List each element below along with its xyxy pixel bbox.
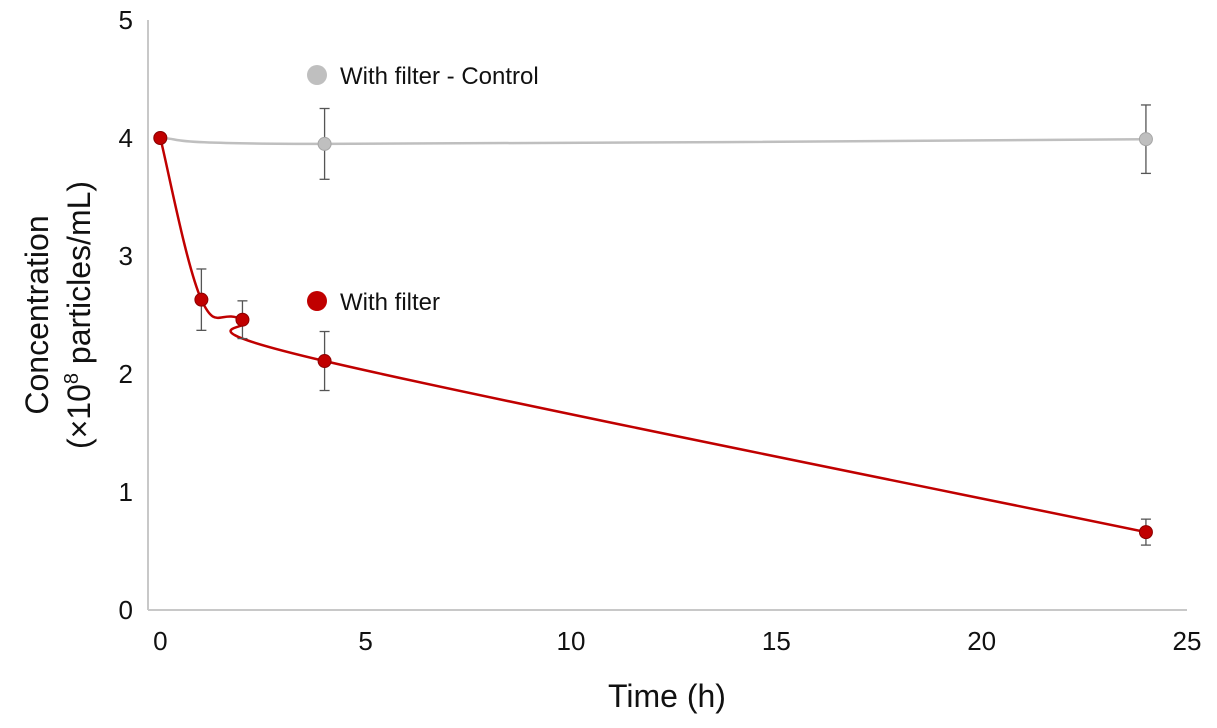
y-axis-title-prefix: (×10 (61, 384, 97, 449)
y-tick-label: 3 (119, 241, 133, 271)
x-tick-label: 25 (1173, 626, 1202, 656)
y-tick-label: 5 (119, 5, 133, 35)
data-point-control (317, 136, 332, 151)
series-control (153, 104, 1153, 180)
data-point-control (1138, 132, 1153, 147)
legend-control-marker (307, 65, 327, 85)
data-point-filter (317, 354, 332, 369)
y-axis-title: Concentration (×108 particles/mL) (19, 181, 97, 449)
series-line-filter (159, 137, 1147, 534)
data-point-filter (235, 312, 250, 327)
data-point-filter (194, 292, 209, 307)
data-point-filter (1138, 525, 1153, 540)
legend-filter-marker (307, 291, 327, 311)
y-axis-title-exponent: 8 (61, 373, 83, 384)
x-tick-label: 5 (358, 626, 372, 656)
series-filter (153, 131, 1153, 546)
y-tick-label: 0 (119, 595, 133, 625)
data-point-filter (153, 131, 168, 145)
legend-control-label: With filter - Control (340, 63, 539, 90)
legend-control: With filter - Control (307, 63, 539, 90)
y-axis-title-line1: Concentration (19, 215, 55, 414)
legend-filter: With filter (307, 289, 440, 316)
x-tick-label: 15 (762, 626, 791, 656)
x-tick-label: 10 (557, 626, 586, 656)
y-tick-label: 1 (119, 477, 133, 507)
y-axis-title-suffix: particles/mL) (61, 181, 97, 373)
y-tick-label: 2 (119, 359, 133, 389)
y-axis-title-line2: (×108 particles/mL) (61, 181, 97, 449)
x-tick-label: 20 (967, 626, 996, 656)
x-axis-title: Time (h) (608, 678, 726, 714)
y-tick-labels: 0 1 2 3 4 5 (119, 5, 133, 625)
x-tick-label: 0 (153, 626, 167, 656)
series-line-control (160, 136, 1146, 146)
legend-filter-label: With filter (340, 289, 440, 316)
x-tick-labels: 0 5 10 15 20 25 (153, 626, 1201, 656)
y-tick-label: 4 (119, 123, 133, 153)
series-layer (153, 104, 1153, 546)
